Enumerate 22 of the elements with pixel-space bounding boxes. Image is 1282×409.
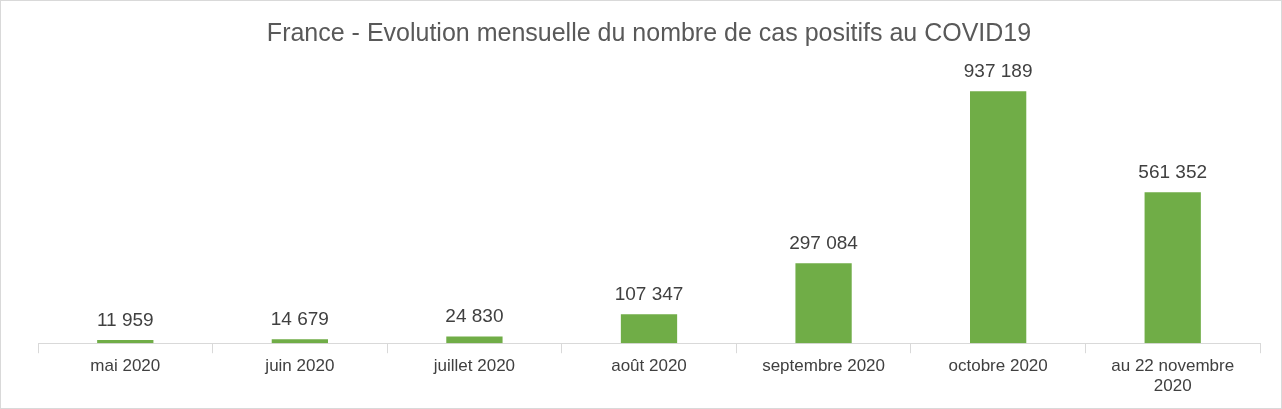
data-label: 11 959 xyxy=(96,308,154,330)
bar xyxy=(1144,192,1201,344)
x-tick-label: octobre 2020 xyxy=(948,356,1048,376)
data-label: 107 347 xyxy=(614,283,684,305)
x-tick-label: août 2020 xyxy=(611,356,687,376)
data-label: 937 189 xyxy=(963,59,1033,81)
bar xyxy=(970,91,1027,344)
data-label: 297 084 xyxy=(789,232,859,254)
x-tick-label: juillet 2020 xyxy=(432,356,516,376)
bar xyxy=(795,263,852,344)
x-tick-label: juin 2020 xyxy=(264,356,335,376)
data-label: 561 352 xyxy=(1138,161,1208,183)
bar xyxy=(446,336,503,344)
x-tick-label: au 22 novembre 2020 xyxy=(1111,356,1235,396)
data-label: 14 679 xyxy=(270,307,329,329)
x-tick-label: septembre 2020 xyxy=(762,356,886,376)
x-tick-label: mai 2020 xyxy=(90,356,161,376)
bar xyxy=(97,339,154,344)
bar xyxy=(271,339,328,344)
chart-title: France - Evolution mensuelle du nombre de cas positifs au COVID19 xyxy=(266,17,1032,46)
bar xyxy=(620,314,678,344)
data-label: 24 830 xyxy=(445,305,504,327)
